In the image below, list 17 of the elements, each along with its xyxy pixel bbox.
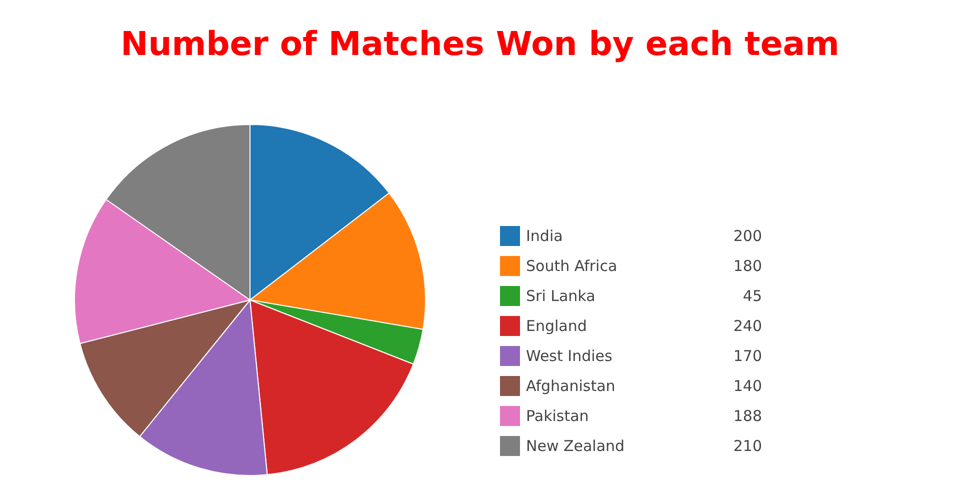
legend-label: South Africa (526, 257, 618, 275)
data-label: 45 (742, 287, 762, 305)
data-label: 180 (732, 257, 762, 275)
data-label: 210 (732, 437, 762, 455)
data-label: 170 (732, 347, 762, 365)
legend-label: India (526, 227, 564, 245)
data-label: 240 (732, 317, 762, 335)
legend-label: Afghanistan (526, 377, 616, 395)
legend-label: England (526, 317, 588, 335)
legend-label: Sri Lanka (526, 287, 596, 305)
data-label: 140 (732, 377, 762, 395)
data-label: 188 (732, 407, 762, 425)
legend-label: New Zealand (526, 437, 626, 455)
legend-label: Pakistan (526, 407, 590, 425)
chart-title: Number of Matches Won by each team (120, 24, 840, 63)
legend-label: West Indies (526, 347, 614, 365)
data-label: 200 (732, 227, 762, 245)
